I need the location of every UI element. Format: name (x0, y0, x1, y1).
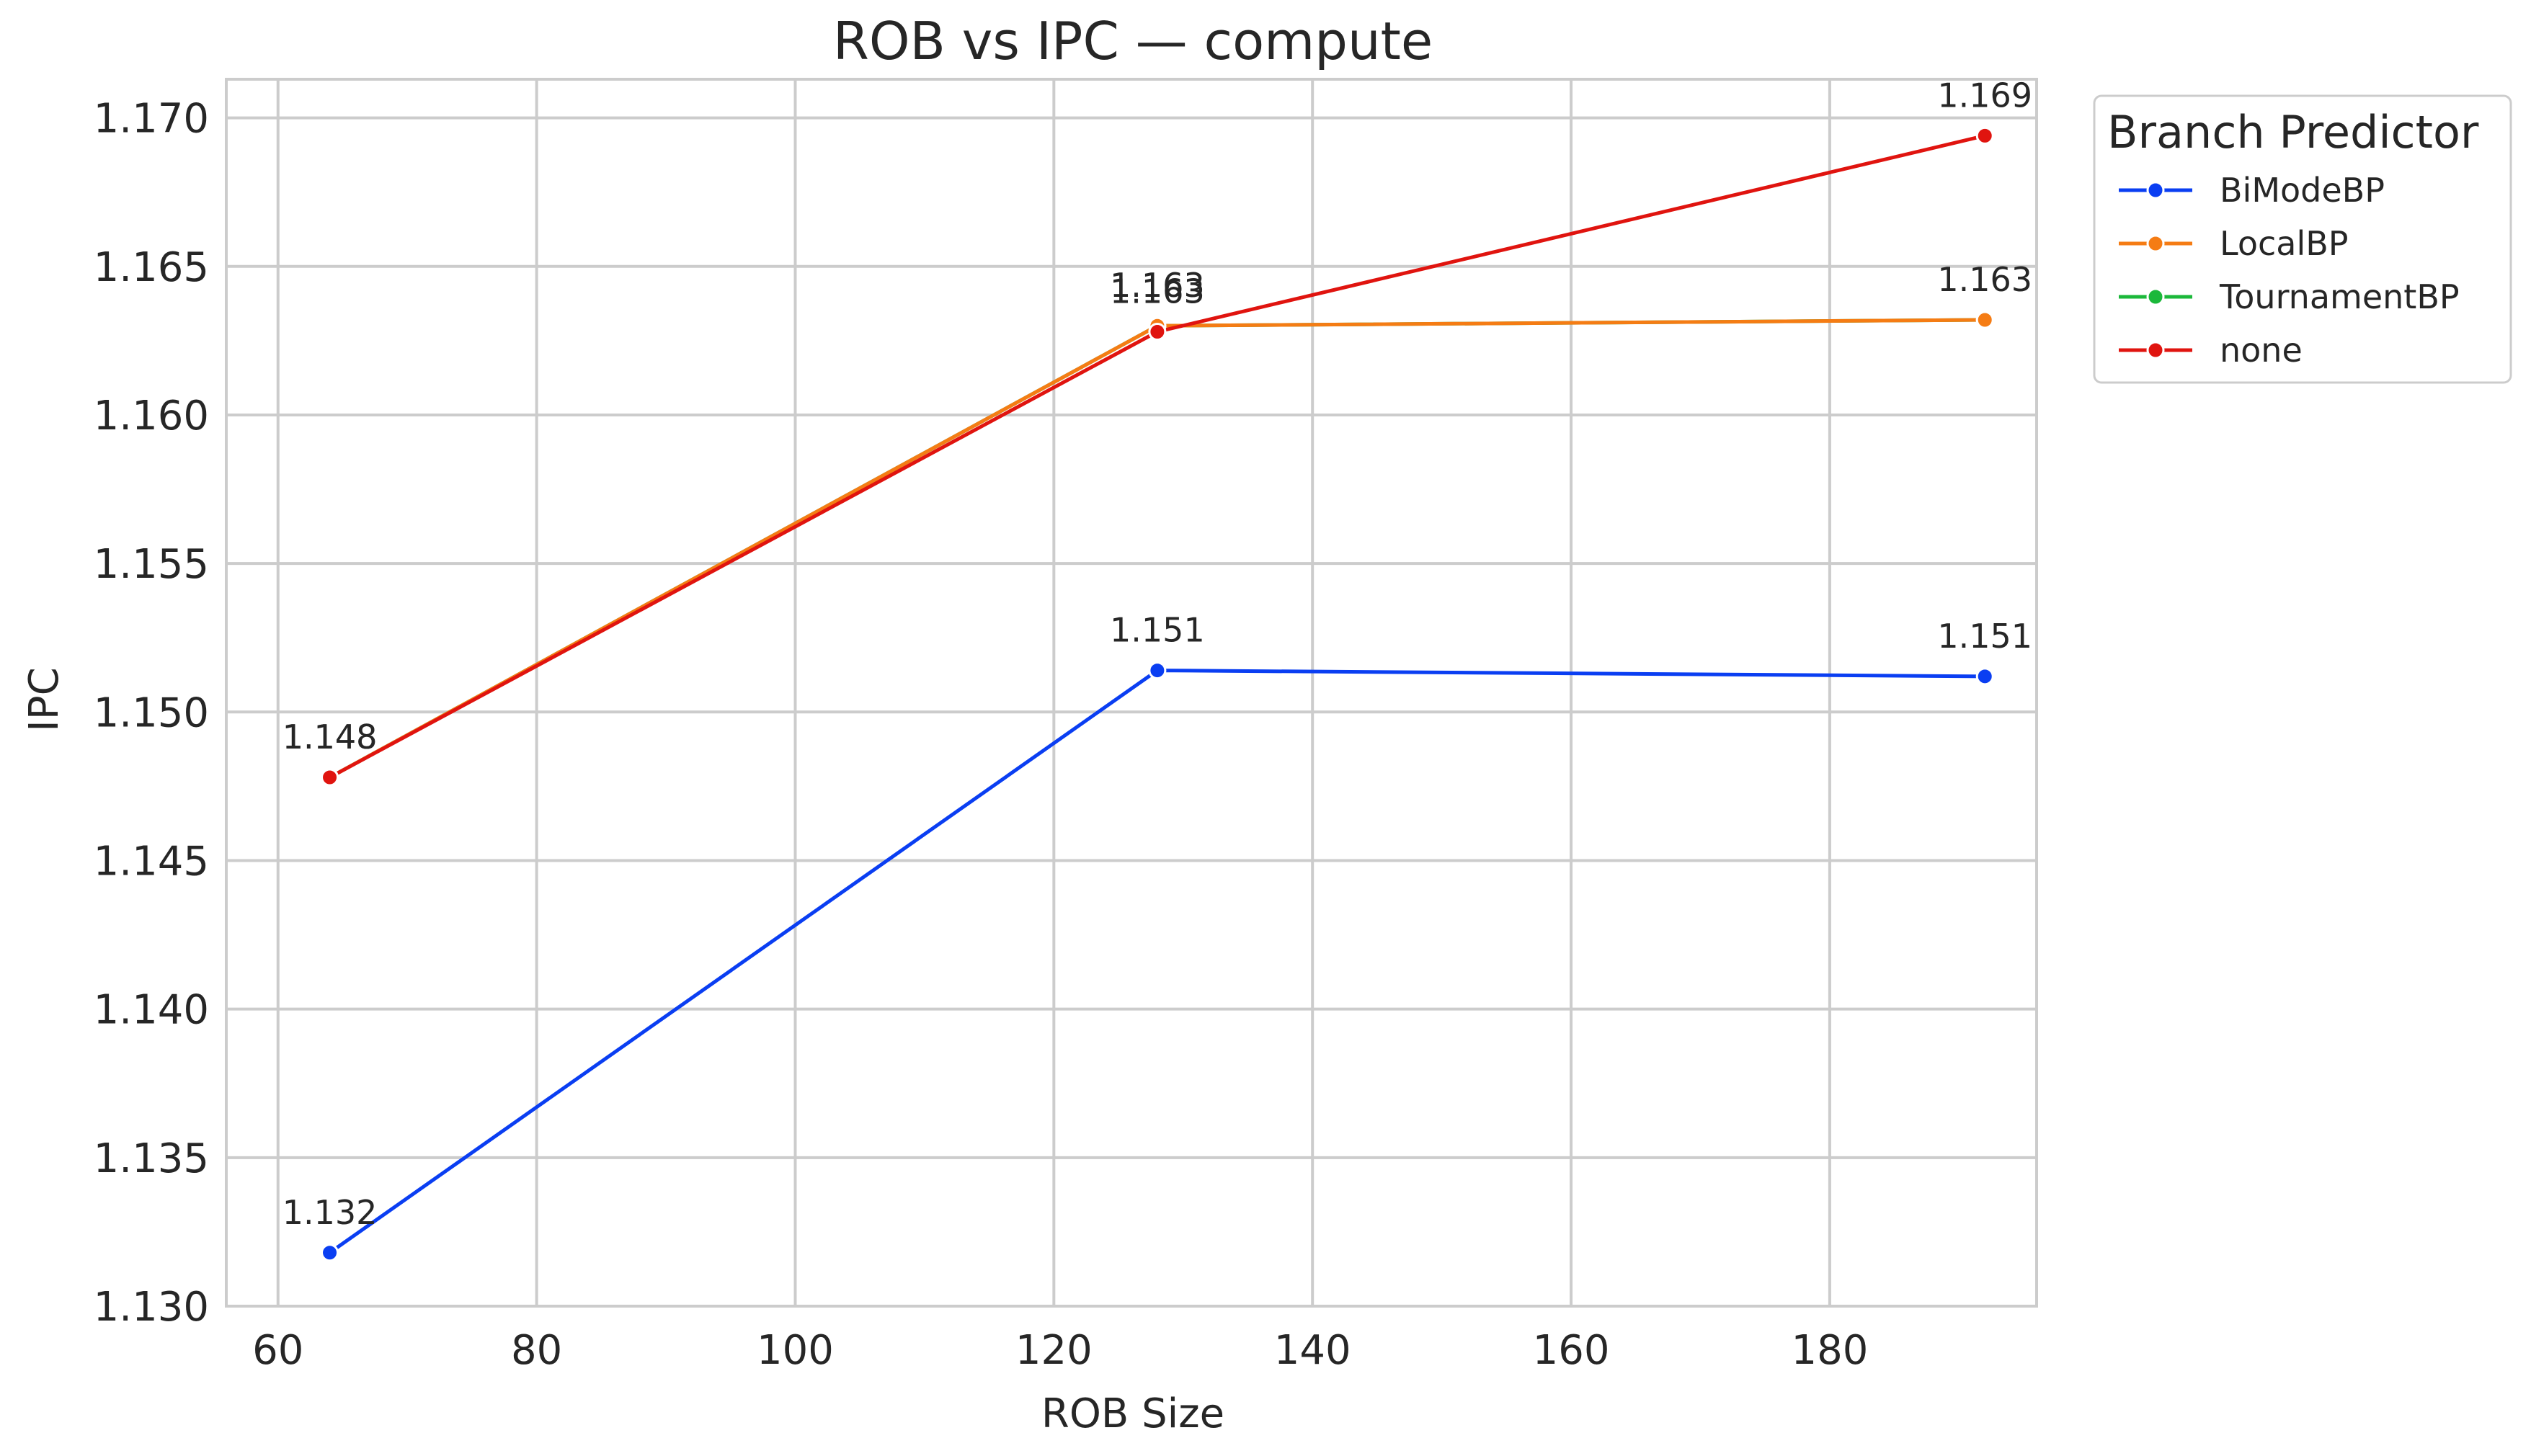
chart-title: ROB vs IPC — compute (833, 11, 1433, 71)
legend: Branch Predictor BiModeBP LocalBP Tourname… (2093, 94, 2512, 384)
legend-swatch-marker-none (2146, 341, 2165, 359)
x-tick-label: 160 (1533, 1327, 1610, 1374)
legend-label-LocalBP: LocalBP (2220, 224, 2349, 263)
data-point-none (1975, 126, 1994, 145)
points-layer (321, 126, 1994, 1262)
legend-label-none: none (2220, 331, 2303, 370)
y-axis-label: IPC (21, 667, 68, 731)
y-tick-label: 1.165 (94, 244, 209, 291)
legend-items: BiModeBP LocalBP TournamentBP none (2119, 171, 2460, 370)
legend-swatch-marker-TournamentBP (2146, 287, 2165, 306)
y-tick-label: 1.170 (94, 96, 209, 143)
x-tick-label: 80 (511, 1327, 562, 1374)
tick-labels-layer: 60 80 100 120 140 160 180 1.130 1.135 1.140 1.145 1… (94, 96, 1869, 1374)
data-point-BiModeBP (1148, 661, 1167, 680)
x-tick-label: 100 (757, 1327, 834, 1374)
data-point-none (321, 768, 339, 787)
data-point-LocalBP (1975, 311, 1994, 329)
legend-label-TournamentBP: TournamentBP (2219, 277, 2460, 316)
legend-swatch-marker-BiModeBP (2146, 181, 2165, 200)
y-tick-label: 1.135 (94, 1135, 209, 1182)
y-tick-label: 1.155 (94, 541, 209, 588)
y-tick-label: 1.150 (94, 689, 209, 736)
plot-frame (225, 78, 2038, 1308)
data-label-LocalBP: 1.148 (283, 718, 378, 756)
data-label-BiModeBP: 1.151 (1110, 611, 1205, 650)
y-tick-label: 1.130 (94, 1284, 209, 1331)
data-label-BiModeBP: 1.132 (283, 1193, 378, 1232)
data-point-BiModeBP (1975, 667, 1994, 686)
data-point-BiModeBP (321, 1243, 339, 1262)
legend-title: Branch Predictor (2107, 106, 2479, 158)
x-tick-label: 180 (1791, 1327, 1868, 1374)
data-label-LocalBP: 1.163 (1110, 266, 1205, 305)
y-tick-label: 1.160 (94, 393, 209, 439)
legend-label-BiModeBP: BiModeBP (2220, 171, 2385, 210)
data-label-none: 1.148 (283, 718, 378, 756)
y-tick-label: 1.145 (94, 838, 209, 885)
data-label-none: 1.169 (1937, 76, 2032, 115)
x-axis-label: ROB Size (1041, 1390, 1224, 1437)
y-tick-label: 1.140 (94, 987, 209, 1034)
x-tick-label: 140 (1274, 1327, 1351, 1374)
legend-swatch-marker-LocalBP (2146, 234, 2165, 253)
x-tick-label: 60 (252, 1327, 303, 1374)
data-label-none: 1.163 (1110, 272, 1205, 311)
data-label-BiModeBP: 1.151 (1937, 617, 2032, 656)
legend-box (2093, 94, 2512, 384)
data-point-none (1148, 322, 1167, 341)
x-tick-label: 120 (1015, 1327, 1093, 1374)
data-label-LocalBP: 1.163 (1937, 260, 2032, 299)
